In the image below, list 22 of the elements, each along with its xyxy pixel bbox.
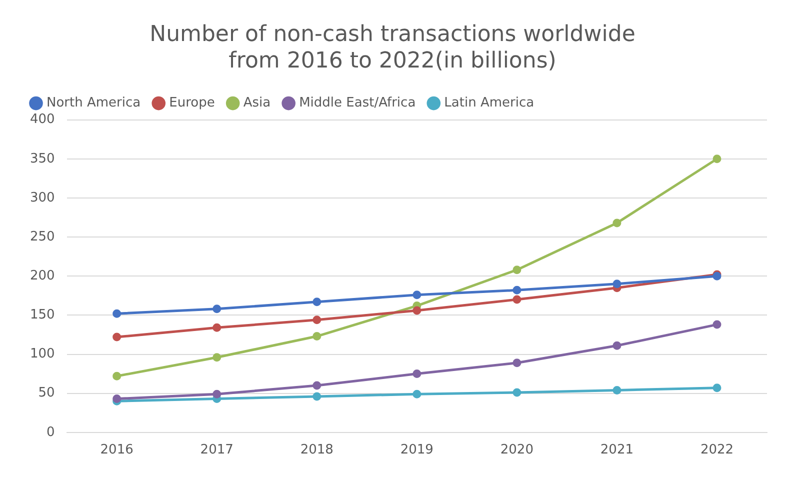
x-tick-label: 2016 — [100, 442, 134, 458]
y-tick-label: 300 — [30, 190, 55, 206]
legend-label: Asia — [243, 96, 271, 111]
x-tick-label: 2019 — [400, 442, 434, 458]
y-tick-label: 0 — [46, 424, 55, 440]
legend-label: Latin America — [444, 96, 534, 111]
chart-title: Number of non-cash transactions worldwide from 2016 to 2022(in billions) — [150, 22, 636, 74]
y-tick-label: 200 — [30, 268, 55, 284]
x-tick-label: 2020 — [500, 442, 534, 458]
y-tick-label: 100 — [30, 346, 55, 362]
x-tick-label: 2021 — [600, 442, 634, 458]
x-tick-label: 2018 — [300, 442, 334, 458]
y-tick-label: 250 — [30, 229, 55, 244]
legend-label: North America — [46, 96, 141, 111]
y-tick-label: 350 — [30, 151, 55, 166]
y-tick-label: 400 — [30, 112, 55, 128]
legend-label: Middle East/Africa — [299, 96, 416, 111]
y-tick-label: 50 — [38, 386, 55, 401]
y-tick-label: 150 — [30, 308, 55, 323]
legend-label: Europe — [169, 96, 215, 111]
x-tick-label: 2022 — [700, 442, 734, 458]
x-tick-label: 2017 — [200, 442, 234, 458]
